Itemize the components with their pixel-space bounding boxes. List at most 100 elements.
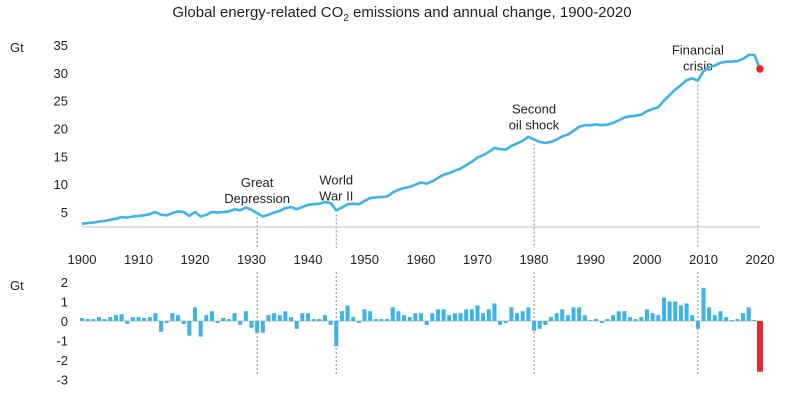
annual-change-bar: [486, 309, 491, 321]
x-tick-label: 2020: [746, 252, 775, 267]
annual-change-bar: [469, 309, 474, 321]
annual-change-bar: [447, 315, 452, 321]
annual-change-bar: [266, 315, 271, 321]
annual-change-bar: [441, 309, 446, 321]
annual-change-bar: [113, 315, 118, 321]
x-tick-label: 1910: [124, 252, 153, 267]
annual-change-bar: [435, 309, 440, 321]
annual-change-bar: [345, 305, 350, 321]
event-label: War II: [319, 188, 353, 203]
annual-change-bar: [628, 317, 633, 321]
annual-change-bar: [650, 313, 655, 321]
annual-change-bar: [565, 315, 570, 321]
annual-change-bar: [379, 319, 384, 321]
annual-change-bar: [181, 321, 186, 324]
annual-change-bar: [283, 311, 288, 321]
chart-title-suffix: emissions and annual change, 1900-2020: [349, 4, 632, 21]
annual-change-bar: [402, 315, 407, 321]
annual-change-bar: [277, 315, 282, 321]
annual-change-bar: [690, 315, 695, 321]
annual-change-bar: [362, 309, 367, 321]
annual-change-bar: [673, 301, 678, 321]
annual-change-bar: [424, 321, 429, 325]
annual-change-bar: [678, 305, 683, 321]
annual-change-bar: [164, 321, 169, 323]
annual-change-bar: [130, 317, 135, 321]
annual-change-bar: [599, 321, 604, 323]
bottom-ytick-label: -3: [56, 373, 68, 388]
annual-change-bar: [667, 301, 672, 321]
annual-change-bar: [102, 319, 107, 321]
bottom-ytick-label: 1: [61, 295, 68, 310]
annual-change-bar: [198, 321, 203, 337]
annual-change-bar: [272, 313, 277, 321]
x-tick-label: 1950: [350, 252, 379, 267]
annual-change-bars: [79, 287, 763, 372]
annual-change-bar: [390, 307, 395, 321]
annual-change-bar: [475, 305, 480, 321]
top-ytick-label: 35: [54, 38, 68, 53]
chart-title: Global energy-related CO2 emissions and …: [172, 4, 631, 24]
annual-change-bar: [481, 313, 486, 321]
annual-change-bar: [317, 319, 322, 321]
x-tick-label: 2010: [689, 252, 718, 267]
event-label: Great: [241, 175, 274, 190]
annual-change-bar: [537, 321, 542, 329]
top-ytick-label: 20: [54, 122, 68, 137]
annual-change-bar: [305, 313, 311, 321]
annual-change-bar: [695, 321, 700, 329]
annual-change-bar: [543, 321, 548, 325]
top-ytick-label: 10: [54, 177, 68, 192]
top-event-lines: [256, 84, 699, 248]
annual-change-bar: [515, 313, 520, 321]
annual-change-bar: [509, 307, 514, 321]
annual-change-bar: [142, 318, 147, 321]
annual-change-bar: [407, 317, 412, 321]
annual-change-bar: [741, 313, 746, 321]
annual-change-bar: [554, 313, 559, 321]
annual-change-bar: [356, 321, 361, 323]
annual-change-bar: [294, 321, 299, 329]
annual-change-bar: [684, 303, 689, 321]
annual-change-bar: [413, 313, 418, 321]
annual-change-bar: [605, 319, 610, 321]
annual-change-bar: [633, 319, 638, 321]
annual-change-bar: [418, 313, 424, 321]
annual-change-bar: [458, 313, 463, 321]
annual-change-bar: [204, 315, 209, 321]
annual-change-bar: [249, 321, 254, 328]
annual-change-bar: [707, 307, 712, 321]
event-label: Depression: [224, 191, 290, 206]
annual-change-bar: [136, 317, 141, 321]
annual-change-bar: [644, 309, 650, 321]
annual-change-bar: [108, 317, 113, 321]
annual-change-bar: [96, 317, 101, 321]
annual-change-bar: [187, 321, 192, 336]
annual-change-bar: [79, 318, 85, 321]
annual-change-bar: [238, 321, 243, 325]
bottom-ytick-label: 2: [61, 275, 68, 290]
top-ytick-label: 30: [54, 66, 68, 81]
annual-change-bar: [724, 317, 729, 321]
emissions-2020-point: [756, 65, 764, 73]
annual-change-bar: [176, 315, 181, 321]
x-tick-label: 1920: [181, 252, 210, 267]
annual-change-bar: [752, 320, 757, 321]
annual-change-bar: [170, 313, 175, 321]
annual-change-bar: [192, 307, 198, 321]
top-ytick-label: 5: [61, 205, 68, 220]
annual-change-bar: [368, 311, 373, 321]
bottom-ytick-label: -1: [56, 334, 68, 349]
annual-change-bar: [91, 319, 96, 321]
annual-change-bar: [351, 317, 356, 321]
annual-change-bar: [119, 314, 124, 321]
annual-change-bar: [328, 321, 333, 325]
annual-change-bar: [226, 319, 231, 321]
annual-change-bar: [622, 311, 627, 321]
annual-change-bar: [616, 311, 621, 321]
annual-change-bar: [492, 303, 497, 321]
annual-change-bar: [243, 311, 248, 321]
annual-change-bar: [718, 311, 723, 321]
bottom-event-lines: [256, 272, 699, 375]
annual-change-bar: [385, 319, 390, 321]
